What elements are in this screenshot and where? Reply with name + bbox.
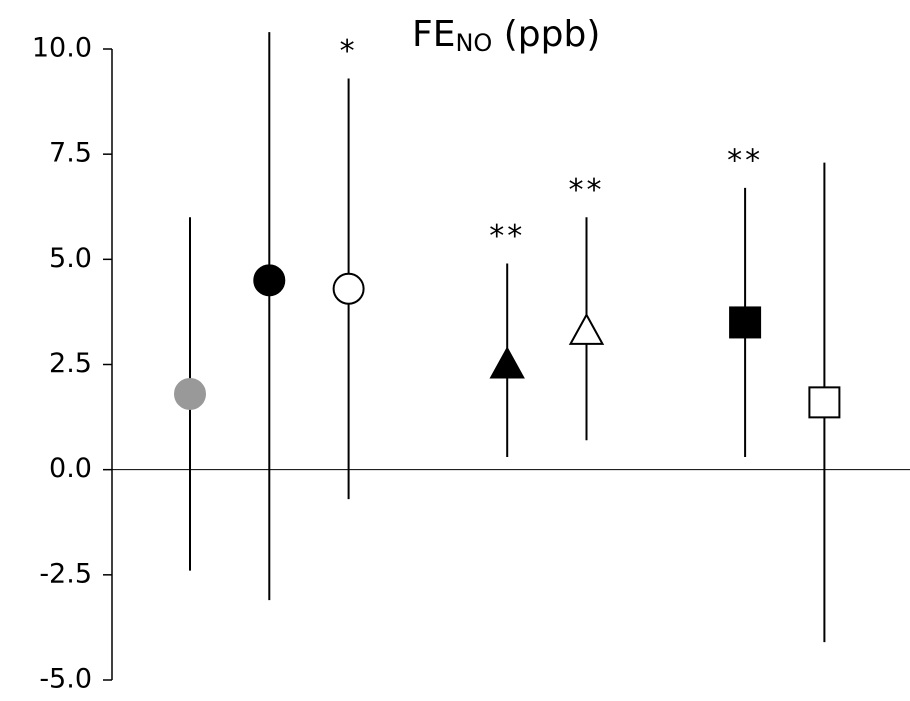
y-tick-label: 7.5 (49, 138, 92, 169)
marker (808, 386, 841, 419)
title-main: FE (412, 14, 455, 55)
significance-label: ** (489, 219, 525, 254)
y-tick-label: 0.0 (49, 453, 92, 484)
marker (174, 377, 206, 410)
marker (729, 306, 762, 339)
y-tick-label: 5.0 (49, 243, 92, 274)
title-unit: (ppb) (492, 14, 600, 55)
y-tick-label: -5.0 (39, 664, 92, 695)
significance-label: ** (727, 143, 763, 178)
y-tick-label: -2.5 (39, 558, 92, 589)
marker (489, 346, 525, 379)
chart-title: FENO (ppb) (412, 14, 600, 57)
title-subscript: NO (455, 29, 492, 57)
marker (332, 272, 365, 305)
marker (253, 264, 286, 297)
significance-label: * (340, 34, 358, 69)
y-tick-label: 10.0 (32, 33, 92, 64)
marker (568, 312, 605, 345)
y-tick-label: 2.5 (49, 348, 92, 379)
significance-label: ** (569, 173, 605, 208)
